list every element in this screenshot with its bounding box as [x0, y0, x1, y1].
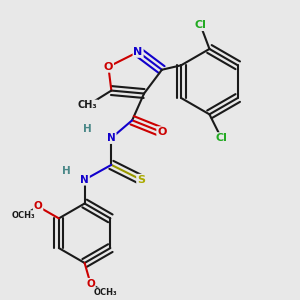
Text: N: N	[80, 175, 89, 185]
Text: Cl: Cl	[195, 20, 206, 30]
Text: OCH₃: OCH₃	[94, 288, 117, 297]
Text: N: N	[134, 47, 143, 57]
Text: N: N	[107, 133, 116, 143]
Text: O: O	[34, 202, 42, 212]
Text: O: O	[104, 62, 113, 72]
Text: S: S	[137, 175, 145, 185]
Text: O: O	[157, 127, 167, 137]
Text: O: O	[86, 279, 95, 289]
Text: H: H	[83, 124, 92, 134]
Text: CH₃: CH₃	[78, 100, 98, 110]
Text: OCH₃: OCH₃	[11, 211, 35, 220]
Text: Cl: Cl	[215, 133, 227, 143]
Text: H: H	[62, 166, 71, 176]
